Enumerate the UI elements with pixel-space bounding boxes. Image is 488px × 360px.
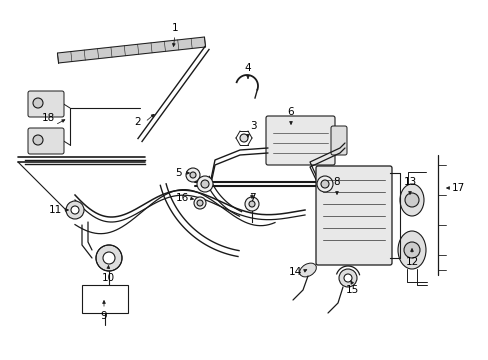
Circle shape: [71, 206, 79, 214]
Ellipse shape: [397, 231, 425, 269]
Text: 10: 10: [101, 273, 114, 283]
Circle shape: [197, 176, 213, 192]
Circle shape: [33, 135, 43, 145]
Circle shape: [248, 201, 254, 207]
Circle shape: [403, 242, 419, 258]
Text: 2: 2: [134, 117, 141, 127]
Circle shape: [66, 201, 84, 219]
Text: 12: 12: [405, 257, 418, 267]
Polygon shape: [58, 37, 205, 63]
Text: 5: 5: [174, 168, 181, 178]
Text: 11: 11: [48, 205, 61, 215]
Bar: [82, 285, 128, 313]
Ellipse shape: [399, 184, 423, 216]
Circle shape: [240, 134, 247, 142]
Circle shape: [197, 200, 203, 206]
Circle shape: [190, 172, 196, 178]
Circle shape: [320, 180, 328, 188]
Circle shape: [404, 193, 418, 207]
FancyBboxPatch shape: [330, 126, 346, 155]
Circle shape: [343, 274, 351, 282]
Text: 1: 1: [171, 23, 178, 33]
Text: 18: 18: [41, 113, 55, 123]
Text: 4: 4: [244, 63, 251, 73]
Circle shape: [338, 269, 356, 287]
Circle shape: [194, 197, 205, 209]
Text: 15: 15: [345, 285, 358, 295]
Circle shape: [103, 252, 115, 264]
Circle shape: [185, 168, 200, 182]
FancyBboxPatch shape: [265, 116, 334, 165]
Text: 3: 3: [249, 121, 256, 131]
Text: 14: 14: [288, 267, 301, 277]
Text: 17: 17: [450, 183, 464, 193]
Text: 16: 16: [175, 193, 188, 203]
Text: 7: 7: [248, 193, 255, 203]
Text: 9: 9: [101, 311, 107, 321]
FancyBboxPatch shape: [315, 166, 391, 265]
Circle shape: [244, 197, 259, 211]
Circle shape: [33, 98, 43, 108]
FancyBboxPatch shape: [28, 128, 64, 154]
Text: 8: 8: [333, 177, 340, 187]
Circle shape: [316, 176, 332, 192]
FancyBboxPatch shape: [28, 91, 64, 117]
Circle shape: [96, 245, 122, 271]
Text: 13: 13: [403, 177, 416, 187]
Circle shape: [201, 180, 208, 188]
Ellipse shape: [299, 263, 316, 277]
Text: 6: 6: [287, 107, 294, 117]
